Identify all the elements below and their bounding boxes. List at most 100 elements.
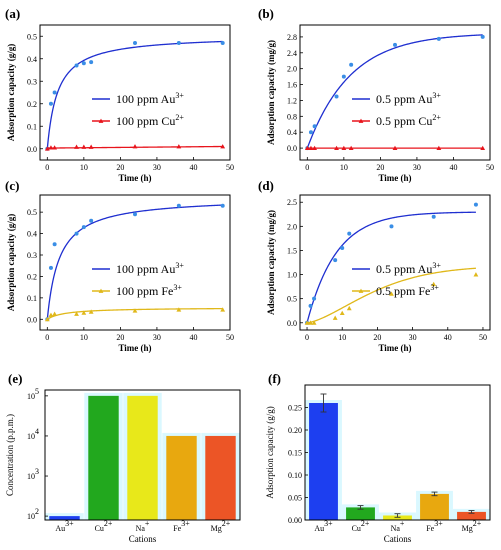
legend-label: 100 ppm Au3+ xyxy=(116,261,184,276)
bar xyxy=(88,395,119,520)
x-tick-label: 30 xyxy=(409,333,417,342)
y-tick-label: 0.10 xyxy=(288,471,302,480)
data-point xyxy=(334,145,339,151)
x-tick-label-sup: 3+ xyxy=(181,519,190,528)
data-point xyxy=(89,218,94,223)
x-tick-label: 50 xyxy=(486,163,494,172)
y-tick-label: 0.4 xyxy=(287,128,297,137)
fit-line xyxy=(306,267,476,324)
data-point xyxy=(132,144,138,149)
data-point xyxy=(44,146,50,151)
y-tick-label-base: 10 xyxy=(27,432,35,441)
series-1: 0.5 ppm Fe3+ xyxy=(304,267,479,325)
y-tick-label: 104 xyxy=(27,427,39,441)
x-tick-label-sup: 2+ xyxy=(222,519,231,528)
legend-label: 0.5 ppm Au3+ xyxy=(376,91,441,106)
y-tick-label: 0.20 xyxy=(288,426,302,435)
x-tick-label-sup: 2+ xyxy=(104,519,113,528)
y-tick-label: 0.8 xyxy=(287,112,297,121)
y-tick-label-sup: 3 xyxy=(35,467,39,476)
panel-label: (e) xyxy=(8,371,22,386)
legend-marker xyxy=(98,118,104,123)
x-axis-label: Time (h) xyxy=(378,343,411,353)
plot-frame xyxy=(299,194,491,331)
plot-frame xyxy=(44,389,241,521)
x-tick-label: Na+ xyxy=(391,519,405,533)
bar xyxy=(346,507,375,520)
data-point xyxy=(132,308,138,313)
data-point xyxy=(74,144,79,149)
x-tick-label: Fe3+ xyxy=(173,519,190,533)
x-tick-label: 50 xyxy=(226,163,234,172)
panel-d: (d) 0 10 20 30 40 50 0.0 0.5 1.0 1.5 2.0 2.5 Time (h)… xyxy=(258,178,491,353)
data-point xyxy=(341,145,347,151)
x-tick-label: 0 xyxy=(45,163,49,172)
data-point xyxy=(48,312,54,317)
x-axis-label: Time (h) xyxy=(118,343,151,353)
data-point xyxy=(346,305,352,311)
y-tick-label-base: 10 xyxy=(27,472,35,481)
y-tick-label: 0.25 xyxy=(288,404,302,413)
y-tick-label: 1.5 xyxy=(287,246,297,255)
y-axis-label: Adsorption capacity (g/g) xyxy=(6,214,16,312)
data-point xyxy=(436,145,442,151)
y-tick-label: 0.0 xyxy=(287,144,297,153)
data-point xyxy=(312,145,318,151)
legend-marker xyxy=(358,118,364,123)
legend-label-base: 0.5 ppm Au xyxy=(376,92,432,106)
bar xyxy=(49,516,80,520)
data-point xyxy=(81,310,87,315)
x-tick-label-sup: + xyxy=(400,519,405,528)
data-point xyxy=(480,145,486,151)
bar xyxy=(166,435,197,520)
x-tick-label: 20 xyxy=(376,163,384,172)
data-point xyxy=(52,311,58,316)
series-0: 100 ppm Au3+ xyxy=(45,40,225,151)
x-tick-label-sup: 3+ xyxy=(434,519,443,528)
legend-label-sup: 3+ xyxy=(175,91,184,100)
series-1: 100 ppm Fe3+ xyxy=(44,283,226,322)
legend-label-base: 0.5 ppm Au xyxy=(376,262,432,276)
x-tick-label-base: Cu xyxy=(95,524,104,533)
data-point xyxy=(349,62,354,67)
data-point xyxy=(308,320,313,325)
data-point xyxy=(304,320,310,325)
data-point xyxy=(48,265,53,270)
y-axis-label: Adsorption capacity (mg/g) xyxy=(266,210,276,315)
x-tick-label-base: Cu xyxy=(352,524,361,533)
panel-b: (b) 0 10 20 30 40 50 0.0 0.4 0.8 1.2 1.6 2.0 2.4 2.8 Ti… xyxy=(258,6,494,183)
x-tick-label: 10 xyxy=(340,163,348,172)
x-tick-label-sup: 3+ xyxy=(324,519,333,528)
data-point xyxy=(392,145,398,151)
bar xyxy=(309,403,338,520)
panel-label: (c) xyxy=(5,178,19,193)
legend-label-base: 0.5 ppm Fe xyxy=(376,284,430,298)
y-tick-label: 103 xyxy=(27,467,39,481)
data-point xyxy=(308,145,314,151)
panel-c: (c) 0 10 20 30 40 50 0.0 0.1 0.2 0.3 0.4 0.5 Time (h)… xyxy=(5,178,234,353)
data-point xyxy=(341,74,346,79)
panel-label: (b) xyxy=(258,6,274,21)
data-point xyxy=(340,246,345,251)
fit-line xyxy=(306,34,483,149)
data-point xyxy=(431,214,436,219)
data-point xyxy=(176,144,182,149)
data-point xyxy=(347,231,352,236)
x-tick-label-base: Au xyxy=(314,524,324,533)
y-tick-label: 0.2 xyxy=(27,272,37,281)
x-tick-label: 20 xyxy=(116,163,124,172)
data-point xyxy=(176,307,182,312)
x-tick-label: 50 xyxy=(226,333,234,342)
data-point xyxy=(480,34,485,39)
data-point xyxy=(339,310,345,316)
data-point xyxy=(308,130,313,135)
x-tick-label: Au3+ xyxy=(314,519,333,533)
y-tick-label: 0.05 xyxy=(288,494,302,503)
panel-label: (f) xyxy=(268,371,281,386)
x-tick-label: Mg2+ xyxy=(462,519,482,533)
x-tick-label: 40 xyxy=(189,333,197,342)
legend-label-sup: 3+ xyxy=(175,261,184,270)
panel-e: (e)Au3+Cu2+Na+Fe3+Mg2+102103104105Cation… xyxy=(5,371,241,544)
y-tick-label: 2.0 xyxy=(287,222,297,231)
x-axis-label: Cations xyxy=(384,534,412,544)
